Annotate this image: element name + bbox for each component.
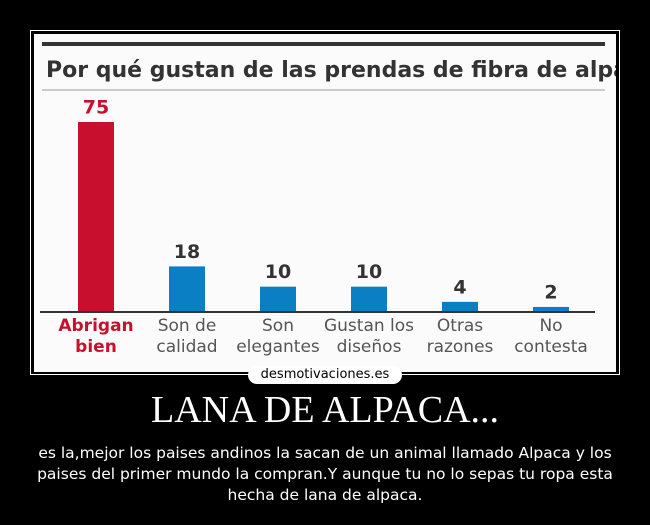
- category-label: Otras razones: [426, 316, 494, 357]
- category-label: No contesta: [514, 316, 588, 357]
- chart: Por qué gustan de las prendas de fibra d…: [40, 42, 616, 313]
- bar: [260, 286, 296, 312]
- value-label: 4: [453, 276, 466, 298]
- chart-image: Por qué gustan de las prendas de fibra d…: [34, 34, 616, 372]
- category-label: Son de calidad: [156, 316, 218, 357]
- value-label: 2: [544, 281, 557, 303]
- category-label: Abrigan bien: [58, 316, 134, 357]
- value-label: 18: [174, 241, 200, 263]
- chart-title: Por qué gustan de las prendas de fibra d…: [46, 58, 616, 83]
- bar: [442, 301, 478, 312]
- poster-title: LANA DE ALPACA...: [150, 389, 500, 431]
- watermark: desmotivaciones.es: [248, 366, 402, 384]
- top-rule: [42, 42, 605, 46]
- category-label: Gustan los diseños: [323, 316, 415, 357]
- poster-caption: es la,mejor los paises andinos la sacan …: [37, 444, 613, 504]
- bar: [169, 266, 205, 312]
- value-label: 10: [265, 261, 291, 283]
- category-label: Son elegantes: [236, 316, 320, 357]
- value-label: 10: [356, 261, 382, 283]
- bar: [533, 306, 569, 312]
- bar: [351, 286, 387, 312]
- bar: [78, 122, 114, 312]
- value-label: 75: [83, 97, 109, 119]
